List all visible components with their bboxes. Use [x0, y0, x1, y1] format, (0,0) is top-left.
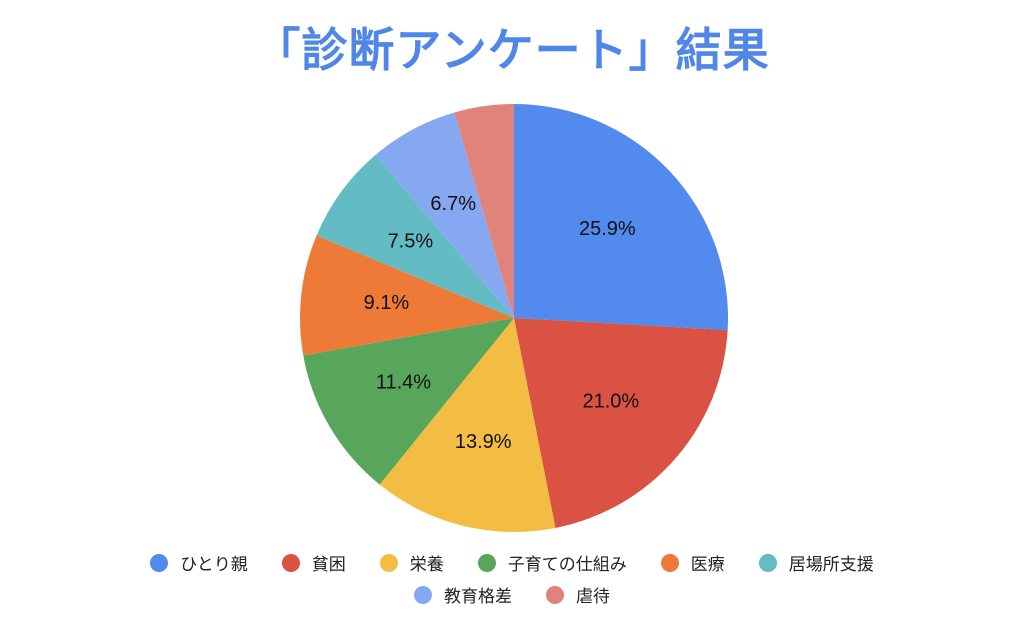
legend-label: 栄養 [409, 555, 444, 575]
legend-item-2: 貧困 [281, 550, 346, 575]
pie-slice-6 [316, 154, 514, 318]
pie-slice-5 [299, 235, 514, 356]
legend-item-4: 子育ての仕組み [477, 550, 627, 575]
legend-item-8: 虐待 [546, 582, 610, 607]
legend-label: 医療 [690, 555, 725, 575]
slice-label-2: 21.0% [582, 391, 639, 413]
legend-swatch [414, 585, 432, 604]
chart-title: 「診断アンケート」結果 [254, 23, 770, 77]
slice-label-3: 13.9% [455, 431, 512, 453]
slice-label-5: 9.1% [364, 292, 410, 314]
slice-label-6: 7.5% [388, 230, 434, 252]
legend: ひとり親 貧困 栄養 子育ての仕組み 医療 居場所支援 [0, 550, 1024, 575]
legend-swatch [758, 553, 777, 572]
legend-label: 虐待 [576, 587, 610, 607]
legend-label: 居場所支援 [788, 555, 874, 575]
legend-swatch [379, 553, 398, 572]
pie-slice-3 [379, 318, 556, 533]
slice-label-4: 11.4% [376, 372, 431, 394]
pie-slice-2 [514, 318, 728, 528]
legend-item-6: 居場所支援 [758, 550, 874, 575]
pie-slice-7 [375, 112, 514, 318]
slice-label-1: 25.9% [579, 218, 636, 240]
legend-row-2: 教育格差 虐待 [0, 582, 1024, 607]
legend-item-7: 教育格差 [414, 582, 512, 607]
legend-item-3: 栄養 [379, 550, 444, 575]
legend-swatch [150, 553, 169, 572]
legend-swatch [546, 585, 564, 604]
legend-item-1: ひとり親 [150, 550, 248, 575]
legend-label: 教育格差 [444, 587, 512, 607]
pie-slice-4 [303, 318, 514, 485]
legend-swatch [477, 553, 496, 572]
legend-label: 貧困 [311, 555, 346, 575]
slice-label-7: 6.7% [430, 193, 476, 215]
legend-item-5: 医療 [660, 550, 725, 575]
pie-slice-8 [454, 104, 514, 318]
legend-label: ひとり親 [180, 555, 248, 575]
legend-label: 子育ての仕組み [507, 555, 627, 575]
pie-slice-1 [514, 104, 728, 331]
legend-swatch [281, 553, 300, 572]
legend-swatch [660, 553, 679, 572]
